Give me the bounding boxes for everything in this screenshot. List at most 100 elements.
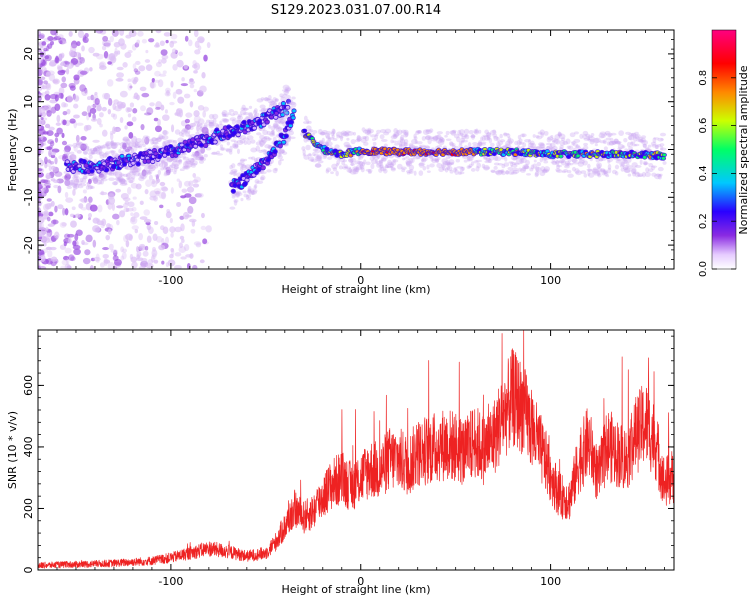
ridge-core <box>273 115 278 119</box>
noise-blob <box>127 176 135 184</box>
ridge-haze <box>247 194 252 198</box>
noise-blob <box>60 265 69 269</box>
noise-blob <box>183 64 188 70</box>
ridge-haze <box>430 156 434 162</box>
noise-blob <box>49 140 55 147</box>
ridge-haze <box>81 177 87 184</box>
ridge-haze <box>376 129 381 134</box>
noise-blob <box>73 74 80 81</box>
noise-blob <box>189 100 194 108</box>
noise-blob <box>195 242 202 248</box>
noise-blob <box>38 227 47 232</box>
ridge-haze <box>128 147 133 151</box>
ridge-haze <box>234 143 239 148</box>
ridge-haze <box>319 131 326 136</box>
noise-blob <box>125 233 133 241</box>
noise-blob <box>49 246 57 251</box>
ridge-haze <box>266 130 271 136</box>
ridge-haze <box>288 101 296 106</box>
ridge-haze <box>119 173 125 177</box>
noise-blob <box>133 211 140 218</box>
noise-blob <box>69 85 76 91</box>
ridge-haze <box>188 134 192 140</box>
ridge-haze <box>436 156 441 160</box>
noise-blob <box>47 36 54 42</box>
ridge-haze <box>379 128 387 134</box>
ridge-haze <box>445 138 452 142</box>
noise-blob <box>96 117 102 125</box>
noise-blob <box>171 160 180 167</box>
ridge-haze <box>87 185 93 190</box>
noise-blob <box>87 217 91 221</box>
ridge-haze <box>173 170 177 175</box>
noise-blob <box>159 181 166 187</box>
ridge-haze <box>126 177 131 181</box>
noise-blob <box>181 238 185 244</box>
ridge-haze <box>221 114 226 117</box>
ridge-haze <box>272 122 279 127</box>
noise-blob <box>163 161 168 170</box>
ridge-haze <box>110 139 114 145</box>
noise-blob <box>192 173 197 178</box>
noise-blob <box>87 152 94 156</box>
ridge-core <box>82 160 87 164</box>
ridge-haze <box>285 94 292 100</box>
noise-blob <box>40 179 49 184</box>
noise-blob <box>98 112 104 118</box>
ridge-haze <box>282 93 287 97</box>
noise-blob <box>183 93 191 99</box>
ridge-haze <box>440 138 445 143</box>
ridge-core <box>180 143 184 147</box>
ridge-haze <box>138 176 145 182</box>
ridge-haze <box>256 180 264 184</box>
ridge-haze <box>109 150 116 153</box>
ridge-core <box>252 173 256 177</box>
ridge-haze <box>195 131 200 136</box>
ridge-haze <box>145 135 150 140</box>
noise-blob <box>106 79 114 87</box>
ridge-core <box>227 134 232 138</box>
ridge-haze <box>392 134 398 139</box>
ridge-haze <box>219 144 224 149</box>
noise-blob <box>132 167 140 173</box>
ridge-haze <box>385 163 389 167</box>
ridge-haze <box>234 191 241 198</box>
ridge-haze <box>408 164 415 171</box>
noise-blob <box>170 80 174 88</box>
noise-blob <box>54 171 63 177</box>
ridge-haze <box>429 128 434 133</box>
ridge-haze <box>254 183 258 189</box>
noise-blob <box>199 156 205 161</box>
ridge-haze <box>134 140 139 147</box>
ridge-haze <box>93 173 97 180</box>
ridge-core <box>191 138 195 142</box>
ridge-haze <box>180 129 188 135</box>
ridge-haze <box>392 159 397 163</box>
ridge-haze <box>241 163 246 169</box>
ridge-haze <box>226 141 230 146</box>
noise-blob <box>112 126 116 135</box>
ridge-haze <box>208 113 215 120</box>
ridge-haze <box>66 144 74 147</box>
colorbar-tick-label: 0.4 <box>698 165 709 181</box>
ridge-haze <box>118 178 122 182</box>
ridge-haze <box>69 151 75 155</box>
ridge-haze <box>99 174 106 180</box>
ridge-haze <box>461 166 465 171</box>
noise-blob <box>199 154 204 160</box>
ridge-haze <box>415 130 420 135</box>
ridge-core <box>325 147 329 151</box>
ridge-haze <box>89 148 94 152</box>
ridge-haze <box>401 168 406 173</box>
noise-blob <box>80 197 89 204</box>
ridge-haze <box>212 113 219 120</box>
ridge-haze <box>147 138 154 142</box>
ridge-haze <box>86 146 90 152</box>
ridge-haze <box>241 104 246 110</box>
ridge-haze <box>232 143 239 150</box>
ridge-haze <box>209 121 215 125</box>
ridge-haze <box>543 166 551 172</box>
ridge-haze <box>407 157 411 160</box>
ridge-haze <box>100 178 108 182</box>
ridge-haze <box>411 157 415 163</box>
